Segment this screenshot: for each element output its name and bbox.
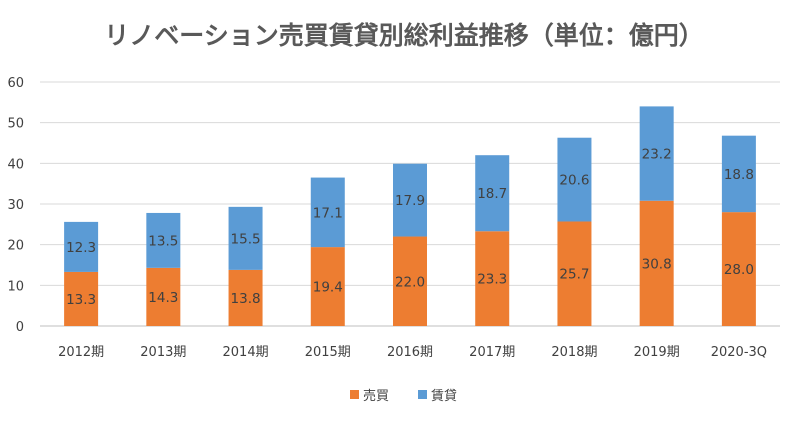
- data-label: 23.3: [477, 272, 507, 288]
- y-tick-label: 0: [16, 320, 24, 335]
- data-label: 28.0: [724, 262, 754, 278]
- data-label: 18.7: [477, 186, 507, 202]
- y-tick-label: 60: [7, 76, 24, 91]
- y-tick-label: 50: [7, 117, 24, 132]
- bar-rental-7: [639, 106, 674, 201]
- x-tick-label: 2018期: [551, 345, 597, 360]
- bar-rental-1: [146, 212, 181, 268]
- y-tick-label: 30: [7, 198, 24, 213]
- y-tick-label: 20: [7, 239, 24, 254]
- x-tick-label: 2016期: [387, 345, 433, 360]
- bar-sales-0: [64, 271, 99, 326]
- data-label: 14.3: [148, 290, 178, 306]
- bar-sales-5: [475, 231, 510, 326]
- x-tick-label: 2015期: [305, 345, 351, 360]
- data-label: 13.8: [231, 291, 261, 307]
- x-tick-label: 2013期: [140, 345, 186, 360]
- bar-sales-4: [393, 236, 427, 326]
- data-label: 20.6: [559, 173, 589, 189]
- data-label: 30.8: [642, 256, 672, 272]
- bar-rental-2: [228, 206, 263, 270]
- x-tick-label: 2014期: [223, 345, 269, 360]
- data-label: 12.3: [66, 240, 96, 256]
- legend: 売買 賃貸: [350, 388, 457, 404]
- bar-rental-8: [721, 135, 756, 213]
- x-axis: 2012期 2013期 2014期 2015期 2016期 2017期 2018期 2019期…: [58, 345, 767, 360]
- legend-label-rental: 賃貸: [431, 388, 457, 404]
- data-label: 25.7: [559, 267, 589, 283]
- data-label: 13.3: [66, 292, 96, 308]
- x-tick-label: 2017期: [469, 345, 515, 360]
- data-label: 18.8: [724, 167, 754, 183]
- bar-sales-3: [310, 247, 345, 326]
- y-tick-label: 40: [7, 157, 24, 172]
- x-tick-label: 2019期: [634, 345, 680, 360]
- x-tick-label: 2020-3Q: [711, 345, 767, 360]
- bar-rental-0: [64, 221, 99, 272]
- bar-rental-6: [557, 137, 592, 222]
- data-label: 23.2: [642, 147, 672, 163]
- bar-rental-5: [475, 155, 510, 232]
- bar-sales-2: [228, 269, 263, 326]
- bar-sales-7: [639, 200, 674, 326]
- legend-label-sales: 売買: [363, 388, 389, 404]
- data-label: 17.9: [395, 193, 425, 209]
- legend-swatch-sales: [350, 390, 359, 399]
- data-label: 15.5: [231, 231, 261, 247]
- bars: 13.3 12.3 14.3 13.5 13.8 15.5 19.4 17.1 22.0 17.9…: [64, 106, 756, 326]
- y-axis: 0 10 20 30 40 50 60: [7, 76, 24, 335]
- data-label: 22.0: [395, 274, 425, 290]
- y-tick-label: 10: [7, 279, 24, 294]
- bar-rental-3: [310, 177, 345, 248]
- bar-rental-4: [393, 163, 427, 237]
- data-label: 13.5: [148, 233, 178, 249]
- x-tick-label: 2012期: [58, 345, 104, 360]
- bar-sales-6: [557, 221, 592, 326]
- data-label: 17.1: [313, 205, 343, 221]
- bar-sales-1: [146, 267, 181, 326]
- data-label: 19.4: [313, 280, 343, 296]
- bar-sales-8: [721, 212, 756, 326]
- legend-swatch-rental: [418, 390, 427, 399]
- chart-title: リノベーション売買賃貸別総利益推移（単位：億円）: [104, 21, 704, 50]
